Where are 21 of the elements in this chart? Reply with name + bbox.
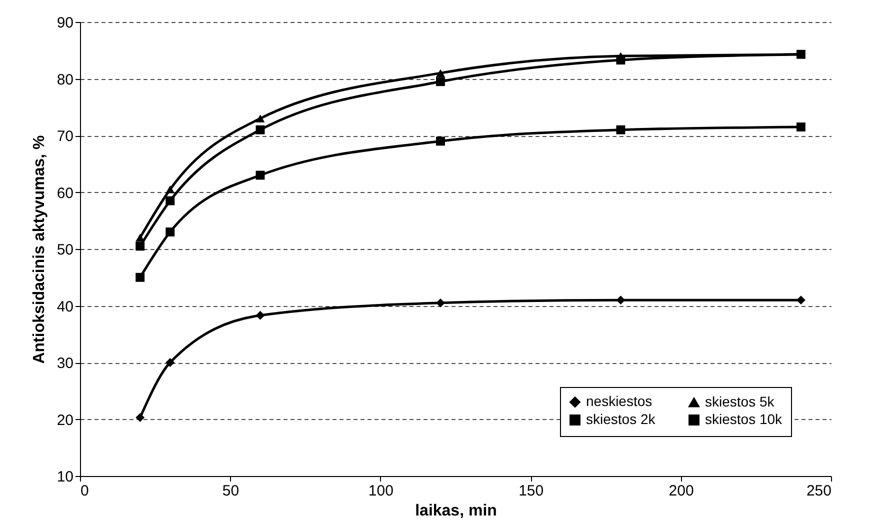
x-tick-label: 200	[668, 482, 694, 500]
x-tick-label: 50	[222, 482, 240, 500]
y-tick-label: 90	[56, 14, 74, 32]
y-tick-label: 80	[56, 71, 74, 88]
legend-label: skiestos 2k	[586, 411, 656, 427]
y-tick-label: 60	[56, 184, 74, 202]
y-tick-label: 10	[56, 468, 74, 486]
y-tick-label: 70	[56, 128, 74, 145]
y-axis-title: Antioksidacinis aktyvumas, %	[30, 135, 48, 364]
x-tick-label: 0	[80, 482, 89, 500]
x-tick-label: 100	[368, 482, 394, 500]
legend-label: neskiestos	[586, 393, 652, 410]
x-axis-title: laikas, min	[415, 502, 497, 520]
x-tick-label: 150	[518, 482, 544, 500]
legend-label: skiestos 5k	[705, 393, 776, 410]
y-tick-label: 40	[56, 298, 74, 316]
y-tick-label: 50	[56, 242, 74, 258]
y-tick-label: 30	[56, 355, 74, 372]
y-tick-label: 20	[56, 412, 74, 429]
legend-label: skiestos 10k	[705, 411, 784, 427]
x-tick-label: 250	[806, 482, 832, 500]
